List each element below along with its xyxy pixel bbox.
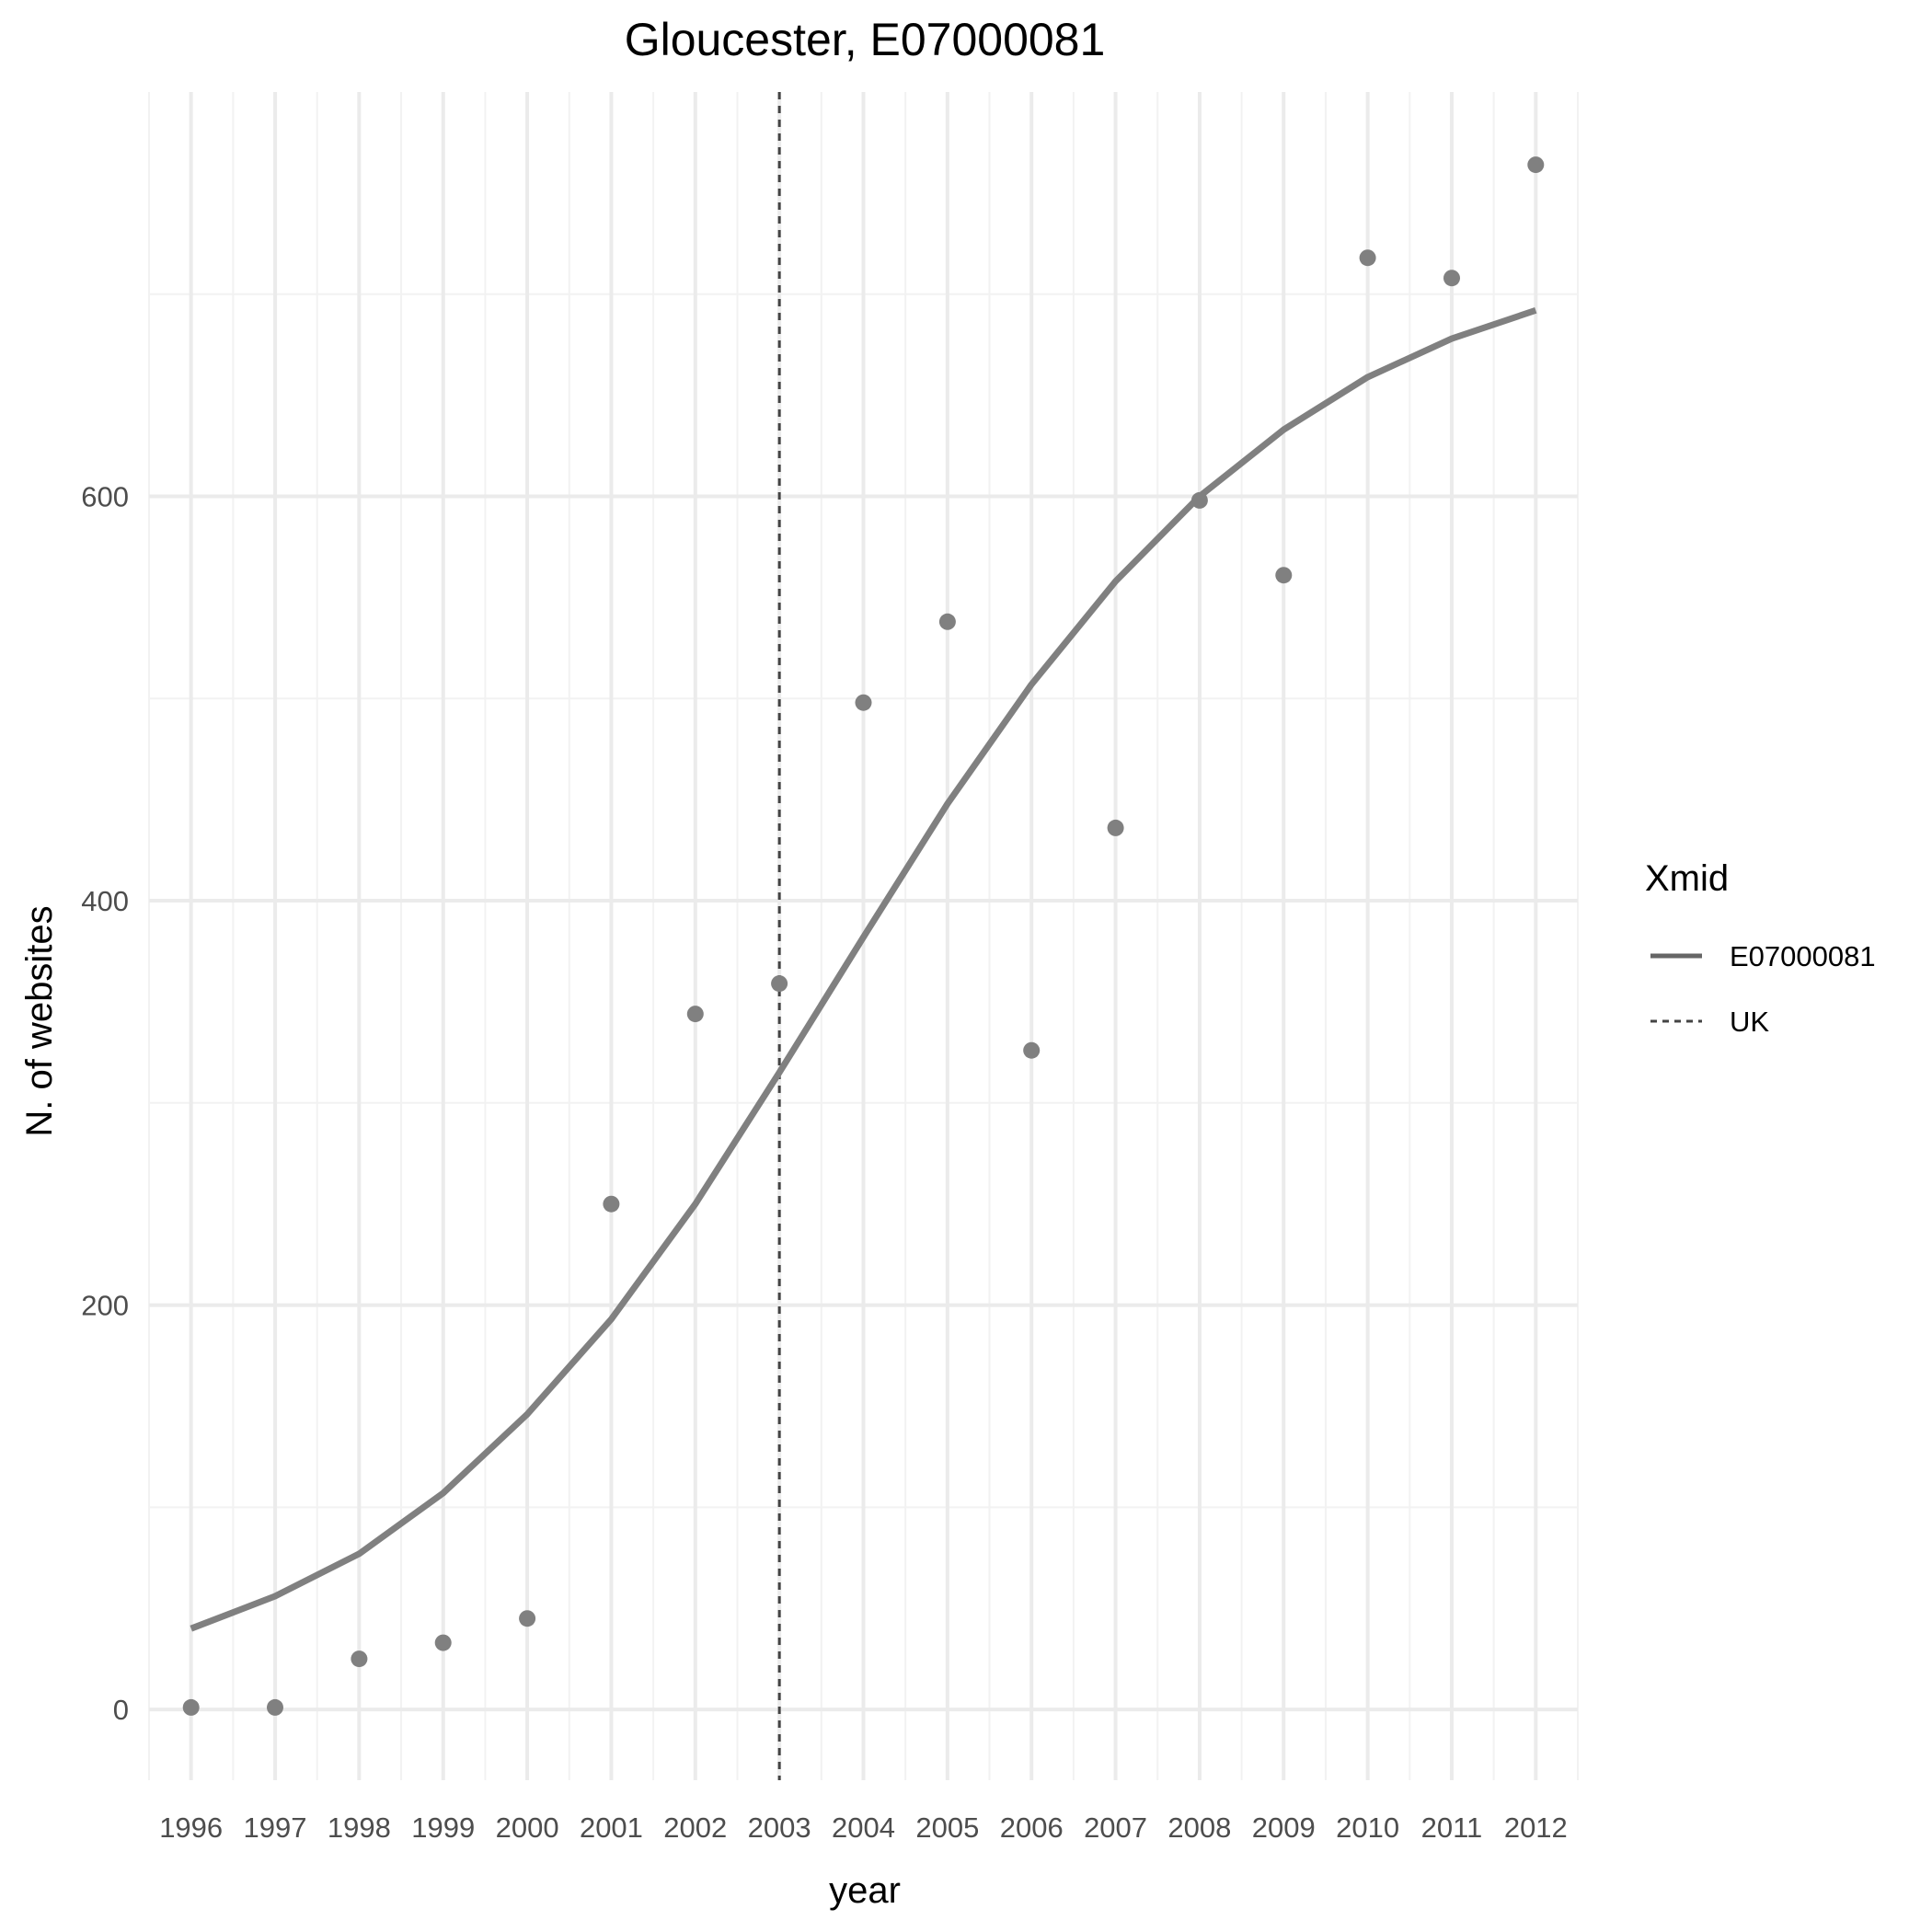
chart-title: Gloucester, E07000081	[625, 14, 1106, 65]
y-tick-label: 600	[81, 481, 129, 513]
y-axis-title: N. of websites	[19, 905, 60, 1136]
y-tick-label: 200	[81, 1290, 129, 1322]
x-tick-label: 2006	[1000, 1811, 1064, 1844]
data-point	[686, 1006, 704, 1023]
data-points-layer	[182, 156, 1545, 1716]
trend-line-layer	[190, 306, 1537, 1632]
x-tick-label: 2011	[1421, 1811, 1483, 1844]
x-tick-label: 2000	[496, 1811, 559, 1844]
x-tick-label: 2003	[748, 1811, 811, 1844]
x-tick-label: 1998	[328, 1811, 391, 1844]
x-tick-label: 2009	[1252, 1811, 1316, 1844]
x-tick-label: 2010	[1336, 1811, 1399, 1844]
x-tick-label: 2004	[832, 1811, 895, 1844]
data-point	[1359, 249, 1376, 267]
legend: Xmid E07000081 UK	[1645, 858, 1876, 1038]
legend-label-e07000081: E07000081	[1730, 940, 1876, 972]
x-tick-label: 2001	[580, 1811, 643, 1844]
data-point	[771, 975, 788, 993]
data-point	[351, 1650, 368, 1668]
y-axis-ticks: 0 200 400 600	[81, 481, 129, 1727]
grid	[148, 92, 1579, 1780]
x-tick-label: 2008	[1167, 1811, 1231, 1844]
data-point	[1190, 491, 1208, 509]
data-point	[855, 694, 872, 711]
x-axis-title: year	[829, 1870, 901, 1911]
data-point	[434, 1634, 452, 1651]
y-tick-label: 400	[81, 885, 129, 917]
x-tick-label: 2007	[1084, 1811, 1147, 1844]
x-tick-label: 1997	[244, 1811, 307, 1844]
legend-label-uk: UK	[1730, 1006, 1769, 1038]
data-point	[1107, 819, 1124, 836]
x-tick-label: 1999	[411, 1811, 475, 1844]
x-tick-label: 2005	[915, 1811, 979, 1844]
data-point	[603, 1195, 620, 1213]
x-tick-label: 2012	[1504, 1811, 1568, 1844]
data-point	[1443, 270, 1460, 287]
data-point	[1275, 567, 1293, 584]
data-point	[519, 1610, 536, 1627]
e07000081-trend-line	[190, 306, 1537, 1632]
x-axis-ticks: 1996 1997 1998 1999 2000 2001 2002 2003 2004 2005…	[159, 1811, 1568, 1844]
data-point	[1023, 1041, 1041, 1059]
data-point	[1527, 156, 1545, 174]
data-point	[267, 1698, 283, 1716]
x-tick-label: 1996	[159, 1811, 223, 1844]
x-tick-label: 2002	[663, 1811, 727, 1844]
data-point	[182, 1698, 200, 1716]
data-point	[938, 613, 956, 630]
legend-title: Xmid	[1645, 858, 1729, 899]
y-tick-label: 0	[113, 1694, 129, 1726]
